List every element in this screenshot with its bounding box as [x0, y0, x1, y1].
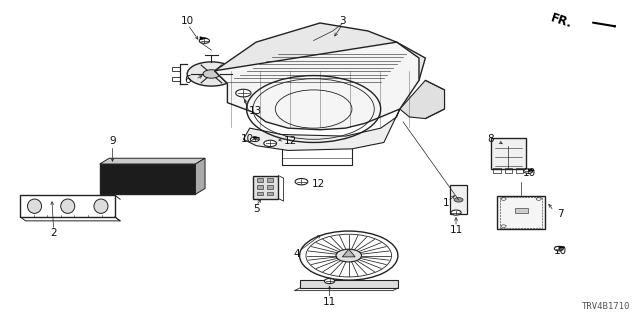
Bar — [491, 139, 526, 169]
Polygon shape — [214, 23, 426, 84]
Bar — [253, 176, 278, 198]
Text: 6: 6 — [184, 75, 191, 85]
Circle shape — [236, 89, 251, 97]
Circle shape — [524, 169, 532, 173]
Text: 12: 12 — [284, 136, 297, 146]
Circle shape — [264, 140, 276, 147]
Bar — [515, 208, 527, 212]
Circle shape — [336, 249, 362, 262]
Text: 11: 11 — [323, 297, 336, 307]
Ellipse shape — [94, 199, 108, 213]
Text: FR.: FR. — [549, 11, 574, 30]
Circle shape — [454, 197, 463, 202]
Text: 1: 1 — [443, 198, 450, 208]
Text: 10: 10 — [554, 246, 567, 256]
Polygon shape — [214, 42, 419, 130]
Polygon shape — [243, 109, 400, 150]
Bar — [172, 67, 180, 71]
Bar — [20, 196, 115, 217]
Text: 7: 7 — [557, 209, 564, 219]
Bar — [257, 178, 263, 182]
Circle shape — [199, 38, 209, 44]
Bar — [504, 168, 512, 172]
Text: 4: 4 — [293, 249, 300, 259]
Circle shape — [324, 278, 335, 284]
Ellipse shape — [28, 199, 42, 213]
Bar — [516, 168, 524, 172]
Bar — [267, 185, 273, 189]
Text: 10: 10 — [181, 16, 195, 27]
Circle shape — [295, 179, 308, 185]
Text: 11: 11 — [449, 225, 463, 235]
Polygon shape — [100, 158, 205, 164]
Polygon shape — [342, 249, 355, 257]
Bar — [267, 178, 273, 182]
Ellipse shape — [61, 199, 75, 213]
Circle shape — [187, 62, 236, 86]
Bar — [300, 280, 398, 288]
Text: 8: 8 — [487, 134, 493, 144]
Polygon shape — [200, 37, 207, 40]
Bar — [500, 197, 542, 228]
Polygon shape — [195, 158, 205, 194]
Text: 9: 9 — [109, 136, 116, 146]
Bar — [497, 196, 545, 229]
Text: 10: 10 — [523, 168, 536, 178]
Text: 13: 13 — [248, 106, 262, 116]
Polygon shape — [528, 169, 534, 172]
Bar — [257, 185, 263, 189]
Bar — [493, 168, 501, 172]
Text: 12: 12 — [312, 179, 325, 189]
Text: TRV4B1710: TRV4B1710 — [581, 302, 630, 311]
Text: 10: 10 — [241, 134, 254, 144]
Circle shape — [250, 137, 259, 141]
Text: 2: 2 — [51, 228, 57, 238]
Text: 5: 5 — [253, 204, 259, 214]
Bar — [257, 192, 263, 196]
Polygon shape — [559, 246, 565, 249]
Circle shape — [203, 70, 220, 78]
Bar — [172, 76, 180, 81]
Circle shape — [554, 246, 563, 251]
Polygon shape — [400, 80, 445, 119]
Circle shape — [451, 210, 461, 215]
Text: 3: 3 — [339, 16, 346, 27]
Bar — [100, 164, 195, 194]
Bar — [267, 192, 273, 196]
Bar — [451, 186, 467, 214]
Polygon shape — [253, 136, 260, 139]
